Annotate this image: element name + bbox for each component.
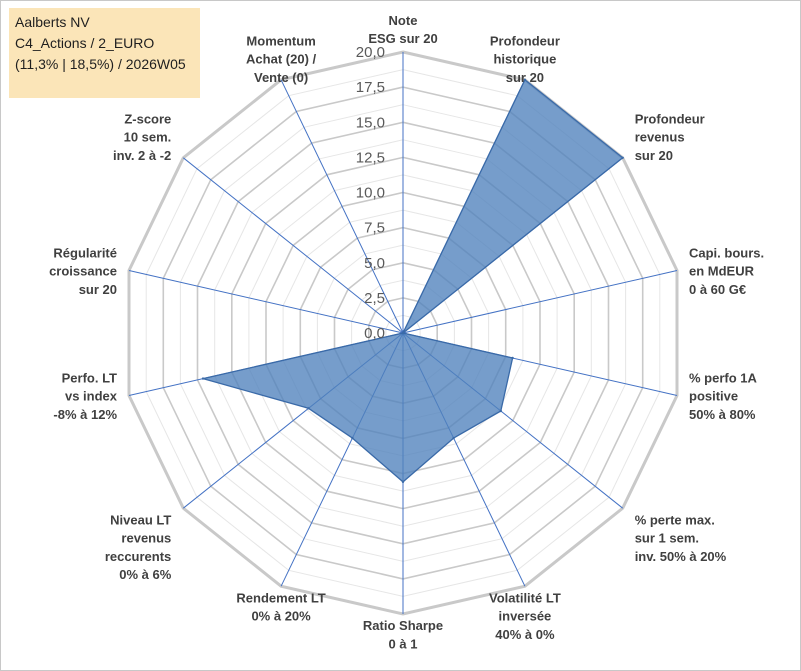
radial-tick-label: 2,5 (364, 290, 385, 307)
title-line-stats: (11,3% | 18,5%) / 2026W05 (15, 56, 186, 72)
radial-tick-label: 5,0 (364, 255, 385, 272)
axis-label: Z-score 10 sem. inv. 2 à -2 (113, 111, 171, 162)
axis-label: Régularité croissance sur 20 (49, 245, 117, 296)
data-point (401, 331, 405, 335)
radial-tick-label: 12,5 (356, 149, 385, 166)
axis-label: % perte max. sur 1 sem. inv. 50% à 20% (635, 512, 727, 563)
axis-label: Rendement LT 0% à 20% (236, 590, 325, 623)
title-line-company: Aalberts NV (15, 14, 90, 30)
axis-spoke (182, 157, 404, 334)
axis-label: Momentum Achat (20) / Vente (0) (246, 33, 316, 84)
title-box: Aalberts NV C4_Actions / 2_EURO (11,3% |… (9, 8, 200, 98)
data-polygon (202, 79, 624, 483)
data-point (201, 377, 205, 380)
axis-spoke (128, 270, 404, 334)
data-point (401, 480, 405, 484)
data-point (499, 409, 502, 413)
radial-tick-label: 7,5 (364, 220, 385, 237)
axis-label: Profondeur revenus sur 20 (635, 111, 705, 162)
data-point (523, 78, 527, 82)
data-point (351, 436, 354, 440)
axis-label: Niveau LT revenus reccurents 0% à 6% (105, 512, 172, 582)
data-point (307, 407, 310, 410)
axis-label: Profondeur historique sur 20 (490, 33, 560, 84)
radial-tick-label: 15,0 (356, 114, 385, 131)
data-point (452, 436, 455, 440)
axis-label: Capi. bours. en MdEUR 0 à 60 G€ (689, 245, 764, 296)
axis-label: Volatilité LT inversée 40% à 0% (489, 590, 561, 641)
axis-label: Perfo. LT vs index -8% à 12% (53, 370, 117, 421)
axis-spoke (280, 79, 404, 334)
radial-tick-label: 17,5 (356, 79, 385, 96)
data-point (621, 156, 624, 159)
radial-tick-label: 0,0 (364, 325, 385, 342)
radial-tick-label: 10,0 (356, 185, 385, 202)
axis-label: Note ESG sur 20 (368, 13, 437, 46)
axis-spoke (402, 270, 678, 334)
title-line-category: C4_Actions / 2_EURO (15, 35, 155, 51)
radial-tick-label: 20,0 (356, 44, 385, 61)
data-point (511, 356, 514, 360)
axis-label: Ratio Sharpe 0 à 1 (363, 618, 443, 651)
axis-label: % perfo 1A positive 50% à 80% (689, 370, 758, 421)
